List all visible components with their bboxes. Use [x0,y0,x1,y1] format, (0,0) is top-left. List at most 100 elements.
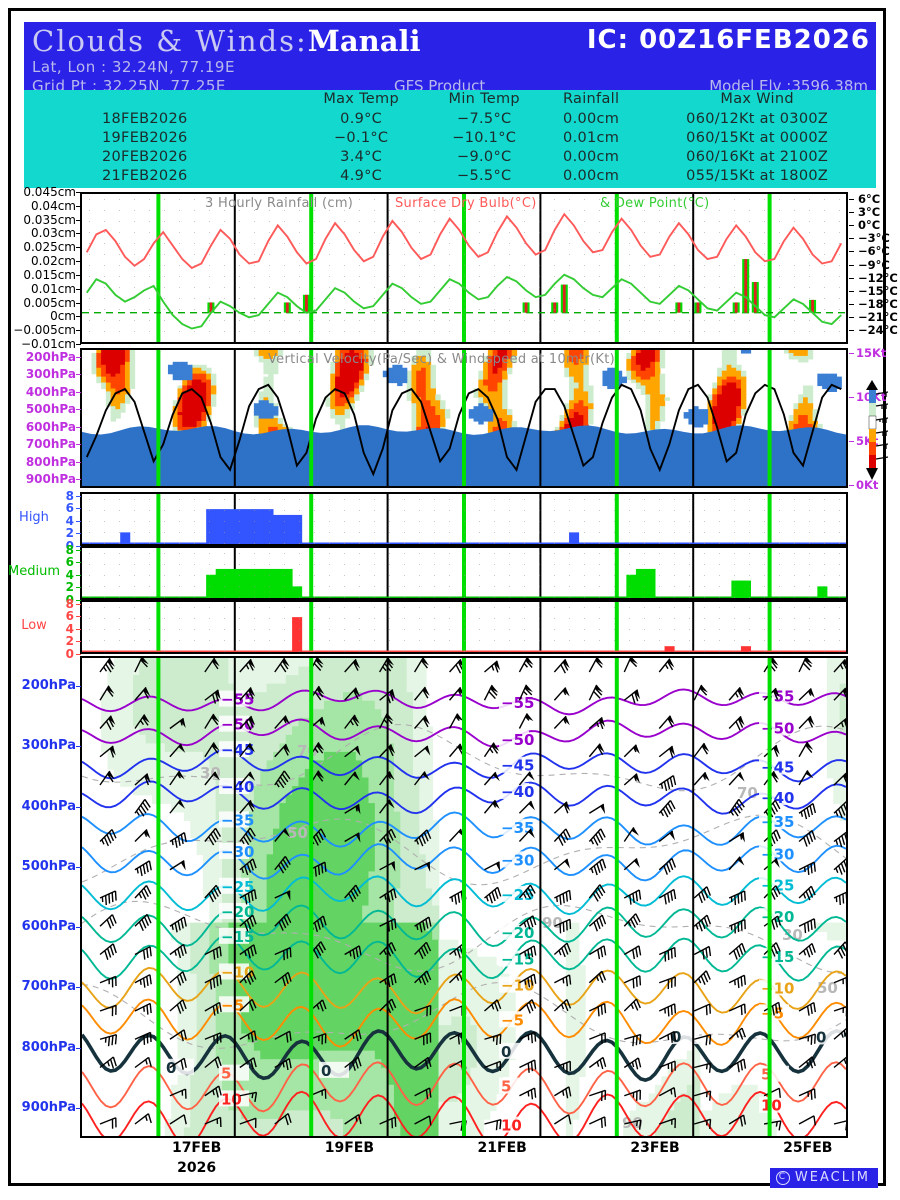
axis-tick-mark [76,495,81,497]
row-date: 20FEB2026 [102,148,188,165]
axis-tick-mark [76,219,81,221]
svg-text:70: 70 [737,784,758,802]
date-axis: 17FEB 2026 19FEB 21FEB 23FEB 25FEB [80,1140,850,1180]
axis-tick-mark [76,316,81,318]
vv-pressure-tick: 400hPa [25,384,76,399]
vv-pressure-tick: 300hPa [25,367,76,382]
panel-upper-air: 30 50 70 90 30 50 70 90 −55 −55 −55 −50 −50 −50 −45 −45… [80,656,848,1138]
cloud-group-label-medium: Medium [8,564,60,579]
axis-tick-mark [849,330,854,331]
date-tick-label: 23FEB [630,1140,680,1156]
initial-condition-label: IC: 00Z16FEB2026 [586,25,870,55]
temp-axis-tick: −12°C [858,270,898,285]
axis-tick-mark [76,391,81,393]
axis-tick-mark [76,520,81,522]
axis-tick-mark [849,251,854,253]
axis-tick-mark [76,641,81,643]
vv-pressure-tick: 500hPa [25,402,76,417]
axis-tick-mark [76,233,81,235]
rain-axis-tick: 0.035cm [23,212,76,227]
axis-tick-mark [76,1107,81,1109]
temp-axis-tick: −18°C [858,296,898,311]
row-date: 19FEB2026 [102,129,188,146]
cloud-axis-tick: 6 [65,555,74,570]
axis-tick-mark [849,353,854,355]
table-header-row: Max Temp Min Temp Rainfall Max Wind [24,90,876,109]
axis-tick-mark [849,277,854,279]
rain-axis-tick: 0.005cm [23,295,76,310]
axis-tick-mark [76,549,81,551]
axis-tick-mark [76,987,81,989]
temp-axis-tick: 3°C [858,205,881,220]
temp-axis-tick: −9°C [858,257,890,272]
panel-vertical-velocity [80,348,848,488]
axis-tick-mark [849,484,854,486]
cloud-axis-tick: 8 [65,542,74,557]
rain-axis-tick: 0.01cm [30,281,76,296]
wind-legend-graphic [866,380,889,480]
axis-tick-mark [849,212,854,214]
axis-tick-mark [76,444,81,446]
axis-tick-mark [849,264,854,266]
axis-tick-mark [76,274,81,276]
table-col-max-temp: Max Temp [323,91,399,107]
cloud-axis-tick: 0 [65,647,74,661]
table-col-max-wind: Max Wind [720,91,794,107]
row-cell: 0.00cm [563,167,620,184]
weaclim-logo: C WEACLIM [769,1168,878,1188]
panel-cloud-medium [80,546,848,600]
panel-rain-title-part: 3 Hourly Rainfall (cm) [205,196,354,211]
axis-tick-mark [849,316,854,318]
svg-text:−55: −55 [221,691,254,709]
year-label: 2026 [177,1160,217,1176]
temp-axis-tick: −15°C [858,283,898,298]
axis-tick-mark [76,409,81,411]
axis-tick-mark [76,587,81,589]
panel-vv-title: Vertical Velocity(Pa/Sec) & Windspeed at… [268,352,616,367]
axis-tick-mark [76,600,81,601]
axis-tick-mark [849,199,854,200]
title-prefix: Clouds & Winds: [32,24,308,58]
temp-axis-tick: −24°C [858,323,898,337]
row-cell: −9.0°C [457,148,512,165]
page-title: Clouds & Winds:Manali [32,24,421,58]
axis-tick-mark [76,686,81,688]
panel-rainfall-temperature [80,192,848,344]
temp-axis-tick: −6°C [858,244,890,259]
axis-tick-mark [76,562,81,564]
row-cell: 055/15Kt at 1800Z [686,167,829,184]
cloud-axis-tick: 4 [65,621,74,636]
cloud-group-label-low: Low [21,618,47,633]
cloud-axis-tick: 4 [65,567,74,582]
panel-rain-title-part: Surface Dry Bulb(°C) [395,196,537,211]
main-pressure-tick: 400hPa [21,798,76,814]
vv-pressure-tick: 800hPa [25,454,76,469]
main-pressure-tick: 600hPa [21,919,76,935]
cloud-axis-tick: 0 [65,593,74,607]
cloud-axis-tick: 6 [65,501,74,516]
row-cell: 4.9°C [340,167,383,184]
axis-tick-mark [76,344,81,345]
svg-text:−50: −50 [221,716,254,734]
rain-axis-tick: −0.005cm [13,323,76,338]
grid-dots [82,194,846,342]
main-pressure-tick: 700hPa [21,979,76,995]
cloud-axis-tick: 4 [65,513,74,528]
cloud-axis-tick: 0 [65,539,74,553]
rain-axis-tick: 0.02cm [30,254,76,269]
row-cell: 0.01cm [563,129,620,146]
row-cell: 060/12Kt at 0300Z [686,110,829,127]
row-cell: −10.1°C [452,129,517,146]
cloud-axis-tick: 6 [65,609,74,624]
row-cell: 060/16Kt at 2100Z [686,148,829,165]
axis-tick-mark [76,746,81,748]
vv-pressure-tick: 200hPa [25,349,76,364]
axis-tick-mark [76,603,81,605]
axis-tick-mark [76,574,81,576]
svg-text:−55: −55 [761,687,794,705]
latlon-label: Lat, Lon : 32.24N, 77.19E [32,58,235,76]
axis-tick-mark [76,866,81,868]
table-col-date [24,90,298,109]
